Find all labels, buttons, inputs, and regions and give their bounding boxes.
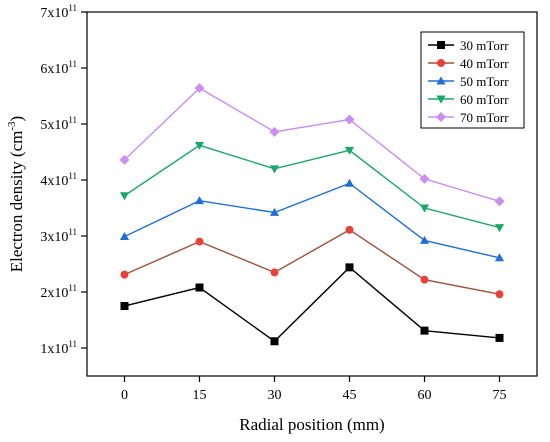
y-axis-title-superscript: -3 <box>6 121 18 131</box>
legend-item-60-mtorr: 60 mTorr <box>428 92 509 107</box>
legend-items: 30 mTorr 40 mTorr 50 mTorr 60 mTorr 70 mTorr <box>428 38 509 125</box>
data-point-50-mtorr <box>494 253 505 262</box>
data-point-40-mtorr <box>420 275 429 284</box>
legend-item-40-mtorr: 40 mTorr <box>428 56 509 71</box>
data-point-40-mtorr <box>270 268 279 277</box>
legend-marker <box>436 76 446 85</box>
x-axis-ticks: 0 15 30 45 60 75 <box>121 376 507 403</box>
series-line-70-mtorr <box>124 87 500 202</box>
legend: 30 mTorr 40 mTorr 50 mTorr 60 mTorr 70 mTorr <box>420 31 525 129</box>
y-axis-ticks: 1x1011 2x1011 3x1011 4x1011 5x1011 6x1011 7x10… <box>40 3 87 357</box>
data-point-50-mtorr <box>269 207 280 216</box>
x-tick-label: 0 <box>121 388 128 403</box>
legend-item-30-mtorr: 30 mTorr <box>428 38 509 53</box>
data-point-30-mtorr <box>195 283 204 292</box>
legend-label: 40 mTorr <box>460 56 509 71</box>
legend-item-70-mtorr: 70 mTorr <box>428 110 509 125</box>
x-tick-label: 45 <box>343 388 357 403</box>
series-line-40-mtorr <box>124 229 500 295</box>
y-tick-label: 7x1011 <box>40 3 77 21</box>
y-tick-label: 4x1011 <box>40 171 77 189</box>
series-60-mtorr <box>119 141 505 233</box>
data-point-70-mtorr <box>494 196 505 207</box>
series-50-mtorr <box>119 178 505 262</box>
y-axis-title: Electron density (cm-3) <box>6 116 26 272</box>
data-point-60-mtorr <box>119 192 130 201</box>
x-tick-label: 75 <box>493 388 507 403</box>
legend-item-50-mtorr: 50 mTorr <box>428 74 509 89</box>
axes-frame <box>86 11 538 377</box>
x-tick-label: 15 <box>193 388 207 403</box>
plot-area <box>86 11 538 377</box>
data-point-30-mtorr <box>420 326 429 335</box>
data-point-70-mtorr <box>194 83 205 94</box>
data-point-30-mtorr <box>345 263 354 272</box>
series-30-mtorr <box>120 263 504 346</box>
legend-marker <box>437 59 445 67</box>
x-tick-label: 30 <box>268 388 282 403</box>
data-point-50-mtorr <box>119 231 130 241</box>
y-tick-label: 2x1011 <box>40 283 77 301</box>
legend-label: 70 mTorr <box>460 110 509 125</box>
data-point-40-mtorr <box>345 225 354 234</box>
series-line-50-mtorr <box>124 182 500 259</box>
data-point-60-mtorr <box>494 224 505 233</box>
y-tick-label: 5x1011 <box>40 115 77 133</box>
series-40-mtorr <box>120 225 504 299</box>
data-point-70-mtorr <box>119 154 130 165</box>
y-axis-title-close: ) <box>7 116 26 122</box>
y-tick-label: 3x1011 <box>40 227 77 245</box>
y-tick-label: 1x1011 <box>40 339 77 357</box>
data-point-50-mtorr <box>344 178 355 187</box>
legend-marker <box>436 95 446 104</box>
series-layer <box>119 83 505 346</box>
legend-label: 60 mTorr <box>460 92 509 107</box>
data-point-40-mtorr <box>120 270 129 279</box>
y-tick-label: 6x1011 <box>40 59 77 77</box>
data-point-40-mtorr <box>195 237 204 246</box>
data-point-50-mtorr <box>419 235 430 244</box>
series-70-mtorr <box>119 83 505 207</box>
series-line-60-mtorr <box>124 144 500 229</box>
legend-label: 30 mTorr <box>460 38 509 53</box>
data-point-30-mtorr <box>120 302 129 310</box>
x-tick-label: 60 <box>418 388 432 403</box>
y-axis-title-main: Electron density (cm <box>7 131 26 273</box>
series-line-30-mtorr <box>124 266 500 343</box>
data-point-30-mtorr <box>495 333 504 342</box>
x-axis-title: Radial position (mm) <box>239 415 384 434</box>
data-point-50-mtorr <box>194 196 205 205</box>
data-point-40-mtorr <box>495 290 504 299</box>
data-point-70-mtorr <box>344 114 355 125</box>
legend-marker <box>437 41 445 49</box>
data-point-60-mtorr <box>194 141 205 150</box>
legend-marker <box>436 112 446 122</box>
data-point-60-mtorr <box>344 146 355 155</box>
data-point-70-mtorr <box>419 173 430 184</box>
data-point-60-mtorr <box>419 204 430 213</box>
data-point-30-mtorr <box>270 337 279 346</box>
data-point-70-mtorr <box>269 126 280 137</box>
legend-label: 50 mTorr <box>460 74 509 89</box>
data-point-60-mtorr <box>269 165 280 174</box>
